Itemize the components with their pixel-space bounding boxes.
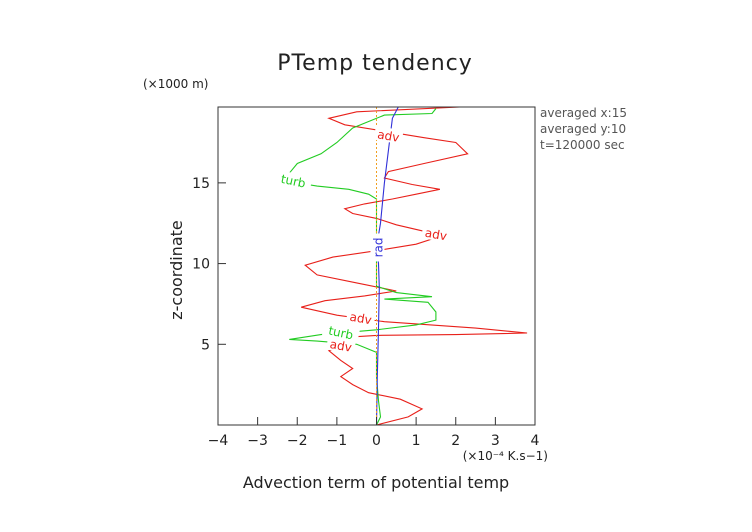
series-label-rad: rad xyxy=(371,237,385,257)
series-line-turb xyxy=(288,108,437,425)
x-tick-label: 2 xyxy=(451,433,460,449)
series-label-background xyxy=(421,224,452,243)
x-axis-label: Advection term of potential temp xyxy=(243,473,509,492)
series-label-background xyxy=(370,233,385,262)
series-label-background xyxy=(373,125,404,145)
chart-title: PTemp tendency xyxy=(277,51,473,76)
x-scale-label: (×10⁻⁴ K.s−1) xyxy=(463,449,548,463)
x-tick-label: 4 xyxy=(531,433,540,449)
series-label-background xyxy=(345,308,376,327)
x-tick-label: −3 xyxy=(247,433,268,449)
series-label-background xyxy=(321,321,361,343)
y-tick-label: 10 xyxy=(192,257,210,273)
x-tick-label: −1 xyxy=(327,433,348,449)
series-line-adv xyxy=(301,107,528,425)
annotation-time: t=120000 sec xyxy=(540,138,625,152)
series-layer xyxy=(288,107,528,425)
x-tick-label: 1 xyxy=(412,433,421,449)
series-label-adv: adv xyxy=(329,337,353,355)
series-label-turb: turb xyxy=(327,324,354,343)
x-tick-label: −2 xyxy=(287,433,308,449)
annotation-averaged-y: averaged y:10 xyxy=(540,122,626,136)
series-label-adv: adv xyxy=(376,127,400,145)
series-line-rad xyxy=(375,107,399,425)
y-scale-label: (×1000 m) xyxy=(143,77,208,91)
x-tick-label: 3 xyxy=(491,433,500,449)
annotation-averaged-x: averaged x:15 xyxy=(540,106,627,120)
x-axis: −4 −3 −2 −1 0 1 2 3 4 xyxy=(208,417,540,449)
series-label-turb: turb xyxy=(280,172,307,191)
y-tick-label: 15 xyxy=(192,176,210,192)
y-tick-label: 5 xyxy=(201,337,210,353)
x-tick-label: 0 xyxy=(372,433,381,449)
series-label-background xyxy=(274,169,313,191)
series-label-adv: adv xyxy=(424,226,448,244)
x-tick-label: −4 xyxy=(208,433,229,449)
y-axis-label: z-coordinate xyxy=(167,220,186,320)
y-axis: 5 10 15 xyxy=(192,176,226,353)
series-label-adv: adv xyxy=(349,310,373,328)
